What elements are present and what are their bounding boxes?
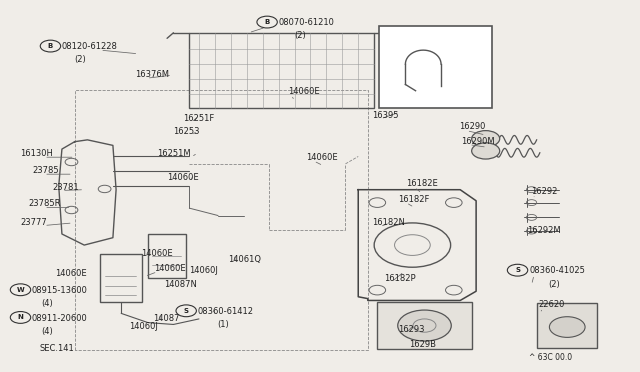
Text: 16292M: 16292M	[527, 226, 561, 235]
Text: 14060J: 14060J	[189, 266, 218, 275]
Text: 08911-20600: 08911-20600	[32, 314, 88, 323]
Text: 16395N: 16395N	[383, 28, 415, 36]
Text: 16292: 16292	[532, 187, 558, 196]
Text: (2): (2)	[548, 280, 560, 289]
Text: 23777: 23777	[20, 218, 47, 227]
Text: 16290M: 16290M	[461, 137, 495, 146]
Text: 16290: 16290	[459, 122, 485, 131]
Text: 16395: 16395	[372, 110, 399, 119]
Bar	[379, 26, 492, 109]
Text: (2): (2)	[75, 55, 86, 64]
Text: 14061Q: 14061Q	[228, 255, 260, 264]
Circle shape	[549, 317, 585, 337]
Text: 1629B: 1629B	[409, 340, 436, 349]
Bar	[537, 304, 597, 348]
Text: 14060E: 14060E	[141, 249, 173, 258]
Circle shape	[472, 131, 500, 147]
Text: 23785R: 23785R	[28, 199, 61, 208]
Text: N: N	[17, 314, 24, 320]
Text: 23785: 23785	[32, 166, 59, 175]
Text: 14060E: 14060E	[167, 173, 198, 182]
Circle shape	[397, 310, 451, 341]
Bar	[100, 254, 141, 302]
Text: 16251F: 16251F	[183, 114, 214, 123]
Text: 14060J: 14060J	[129, 322, 157, 331]
Text: 08915-13600: 08915-13600	[32, 286, 88, 295]
Text: (1): (1)	[217, 320, 228, 329]
Text: 16376M: 16376M	[135, 70, 169, 79]
Text: SEC.141: SEC.141	[40, 344, 74, 353]
Text: 14087N: 14087N	[164, 280, 196, 289]
Text: B: B	[48, 43, 53, 49]
Text: 22620: 22620	[538, 299, 564, 309]
Text: 14060E: 14060E	[56, 269, 87, 278]
Text: 23781: 23781	[52, 183, 79, 192]
Text: 16182F: 16182F	[397, 195, 429, 204]
Text: 16253: 16253	[173, 127, 200, 136]
Text: B: B	[264, 19, 269, 25]
Text: 08120-61228: 08120-61228	[62, 42, 118, 51]
Text: 08360-61412: 08360-61412	[198, 307, 253, 316]
Text: 16182N: 16182N	[372, 218, 405, 227]
Text: 16182E: 16182E	[406, 179, 438, 188]
Text: 16293: 16293	[397, 326, 424, 334]
Text: S: S	[515, 267, 520, 273]
Bar	[378, 302, 472, 349]
Text: (2): (2)	[294, 31, 307, 40]
Text: 14060E: 14060E	[306, 153, 338, 162]
Circle shape	[472, 143, 500, 159]
Text: (4): (4)	[41, 299, 52, 308]
Text: 08070-61210: 08070-61210	[278, 18, 335, 27]
Text: 14087: 14087	[153, 314, 180, 323]
Text: S: S	[184, 308, 189, 314]
Text: 16130H: 16130H	[20, 149, 53, 158]
Text: ^ 63C 00.0: ^ 63C 00.0	[529, 353, 572, 362]
Text: 08360-41025: 08360-41025	[529, 266, 585, 275]
Text: W: W	[17, 287, 24, 293]
Text: 16182P: 16182P	[384, 274, 415, 283]
Text: 16251M: 16251M	[157, 149, 191, 158]
Bar	[189, 33, 374, 109]
Text: 14060E: 14060E	[288, 87, 320, 96]
Bar	[148, 234, 186, 278]
Text: (4): (4)	[41, 327, 52, 336]
Text: 14060E: 14060E	[154, 264, 186, 273]
